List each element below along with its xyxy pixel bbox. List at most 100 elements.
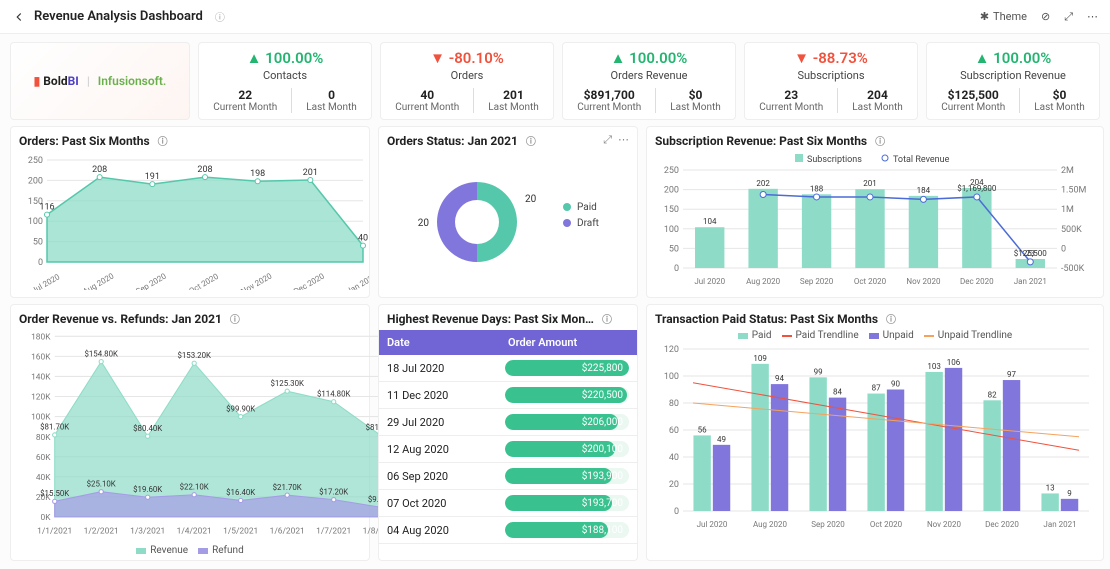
table-header: Date Order Amount	[379, 330, 637, 355]
paid-status-legend: Paid Paid Trendline Unpaid Unpaid Trendl…	[655, 330, 1095, 341]
svg-text:99: 99	[814, 367, 823, 376]
svg-text:Aug 2020: Aug 2020	[746, 277, 781, 286]
svg-text:Subscriptions: Subscriptions	[807, 155, 862, 165]
svg-text:82: 82	[988, 390, 997, 399]
svg-text:90: 90	[891, 380, 900, 389]
kpi-row: ▮ BoldBI | Infusionsoft. ▲ 100.00% Conta…	[0, 34, 1110, 126]
svg-text:184: 184	[917, 186, 931, 195]
svg-text:100: 100	[664, 225, 679, 235]
info-icon[interactable]: ⓘ	[875, 133, 885, 148]
svg-text:$19.60K: $19.60K	[133, 485, 162, 494]
topbar: Revenue Analysis Dashboard ⓘ ✱ Theme ⊘ ⤢…	[0, 0, 1110, 34]
kpi-pct: ▼ -80.10%	[430, 49, 504, 67]
svg-text:$154.80K: $154.80K	[84, 349, 118, 358]
table-row: 29 Jul 2020 $206,000	[379, 409, 637, 436]
svg-text:Jul 2020: Jul 2020	[694, 277, 725, 286]
svg-text:$21.70K: $21.70K	[273, 483, 302, 492]
cell-date: 12 Aug 2020	[387, 443, 505, 456]
svg-text:Nov 2020: Nov 2020	[906, 277, 941, 286]
orders-area-card: Orders: Past Six Monthsⓘ 050100150200250…	[10, 126, 370, 298]
svg-text:Jul 2020: Jul 2020	[30, 272, 62, 290]
info-icon[interactable]: ⓘ	[602, 311, 612, 326]
svg-text:1/2/2021: 1/2/2021	[84, 527, 119, 537]
svg-text:1/5/2021: 1/5/2021	[223, 527, 258, 537]
info-icon[interactable]: ⓘ	[215, 9, 225, 24]
sub-rev-card: Subscription Revenue: Past Six Monthsⓘ S…	[646, 126, 1104, 298]
svg-text:250: 250	[664, 166, 679, 176]
svg-text:84: 84	[833, 388, 842, 397]
svg-text:202: 202	[756, 179, 770, 188]
svg-text:49: 49	[717, 435, 726, 444]
theme-button[interactable]: ✱ Theme	[980, 10, 1027, 23]
more-icon[interactable]: ⋯	[1087, 10, 1098, 23]
svg-text:200: 200	[664, 186, 679, 196]
svg-text:13: 13	[1046, 483, 1055, 492]
orders-status-donut: 2020PaidDraft	[387, 152, 637, 290]
svg-text:80: 80	[669, 399, 679, 409]
info-icon[interactable]: ⓘ	[158, 133, 168, 148]
top-days-card: Highest Revenue Days: Past Six Mon…ⓘ Dat…	[378, 304, 638, 561]
svg-text:$125,500: $125,500	[1014, 249, 1048, 258]
page-title: Revenue Analysis Dashboard	[34, 9, 203, 24]
info-icon[interactable]: ⓘ	[526, 133, 536, 148]
svg-text:Paid: Paid	[577, 202, 597, 213]
kpi-card: ▲ 100.00% Contacts 22Current Month 0Last…	[198, 42, 372, 120]
svg-text:$16.40K: $16.40K	[226, 488, 255, 497]
svg-text:$81.70K: $81.70K	[40, 423, 69, 432]
kpi-pct: ▲ 100.00%	[611, 49, 688, 67]
sub-rev-chart: SubscriptionsTotal Revenue05010015020025…	[655, 152, 1095, 290]
svg-text:Oct 2020: Oct 2020	[854, 277, 887, 286]
cell-amount: $206,000	[505, 414, 629, 430]
svg-text:20: 20	[418, 218, 430, 229]
svg-text:$15.50K: $15.50K	[40, 489, 69, 498]
svg-text:$80.40K: $80.40K	[133, 424, 162, 433]
svg-text:150: 150	[664, 205, 679, 215]
svg-text:Aug 2020: Aug 2020	[81, 271, 115, 290]
maximize-icon[interactable]: ⤢	[603, 133, 612, 147]
paid-status-card: Transaction Paid Status: Past Six Months…	[646, 304, 1104, 561]
more-icon[interactable]: ⋯	[618, 133, 629, 147]
rev-refund-chart: 0K20K40K60K80K100K120K140K160K180K$81.70…	[19, 330, 387, 540]
svg-text:97: 97	[1007, 370, 1016, 379]
svg-text:191: 191	[145, 172, 160, 182]
svg-text:Sep 2020: Sep 2020	[800, 277, 834, 286]
table-row: 07 Oct 2020 $193,700	[379, 490, 637, 517]
svg-text:1/3/2021: 1/3/2021	[130, 527, 165, 537]
fullscreen-icon[interactable]: ⤢	[1064, 10, 1073, 24]
svg-text:116: 116	[39, 203, 54, 213]
cell-amount: $193,700	[505, 495, 629, 511]
back-icon[interactable]	[12, 10, 26, 24]
kpi-card: ▼ -88.73% Subscriptions 23Current Month …	[744, 42, 918, 120]
svg-text:100: 100	[28, 217, 43, 227]
table-row: 18 Jul 2020 $225,800	[379, 355, 637, 382]
svg-text:120K: 120K	[31, 393, 51, 403]
svg-text:$114.80K: $114.80K	[317, 389, 351, 398]
svg-text:250: 250	[28, 156, 43, 166]
svg-text:Jan 2021: Jan 2021	[345, 272, 369, 290]
cell-amount: $188,100	[505, 522, 629, 538]
info-icon[interactable]: ⓘ	[230, 311, 240, 326]
svg-text:1/4/2021: 1/4/2021	[177, 527, 212, 537]
svg-text:180K: 180K	[31, 332, 51, 342]
svg-text:500K: 500K	[1061, 225, 1082, 235]
svg-text:0: 0	[674, 507, 679, 517]
svg-text:2M: 2M	[1061, 166, 1074, 176]
svg-text:Total Revenue: Total Revenue	[893, 155, 950, 165]
svg-text:60K: 60K	[36, 453, 51, 463]
cell-date: 06 Sep 2020	[387, 470, 505, 483]
orders-status-card: Orders Status: Jan 2021ⓘ ⤢⋯ 2020PaidDraf…	[378, 126, 638, 298]
link-icon[interactable]: ⊘	[1041, 10, 1050, 23]
svg-text:0: 0	[1061, 244, 1066, 254]
table-row: 04 Aug 2020 $188,100	[379, 517, 637, 544]
table-row: 12 Aug 2020 $200,100	[379, 436, 637, 463]
cell-amount: $200,100	[505, 441, 629, 457]
svg-text:0: 0	[38, 258, 43, 268]
svg-text:56: 56	[698, 425, 707, 434]
info-icon[interactable]: ⓘ	[886, 311, 896, 326]
kpi-card: ▼ -80.10% Orders 40Current Month 201Last…	[380, 42, 554, 120]
cell-amount: $220,500	[505, 387, 629, 403]
kpi-label: Subscriptions	[797, 69, 864, 82]
svg-text:Dec 2020: Dec 2020	[985, 520, 1019, 529]
svg-text:198: 198	[250, 169, 265, 179]
svg-text:50: 50	[33, 238, 43, 248]
